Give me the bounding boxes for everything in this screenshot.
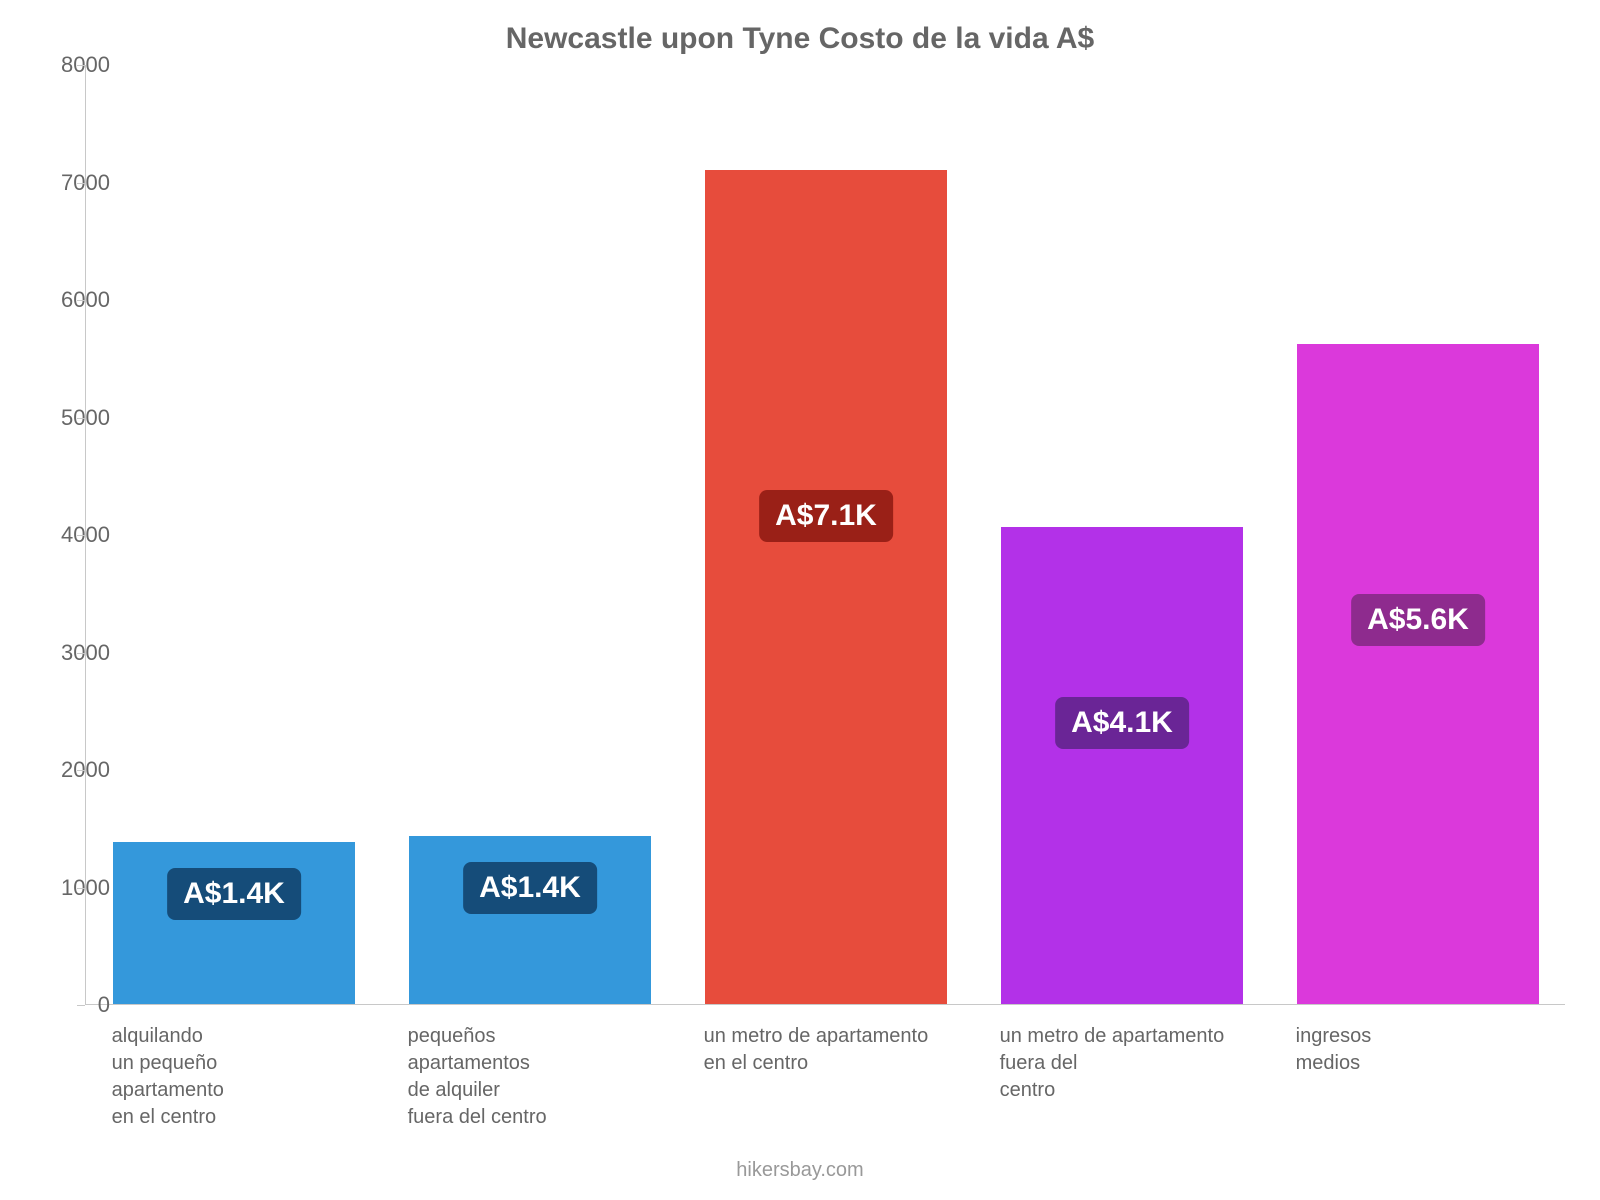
ytick-mark bbox=[77, 300, 85, 301]
ytick-mark bbox=[77, 65, 85, 66]
chart-footer: hikersbay.com bbox=[0, 1159, 1600, 1182]
ytick-mark bbox=[77, 1005, 85, 1006]
bar-value-badge: A$5.6K bbox=[1351, 594, 1485, 646]
bar: A$4.1K bbox=[1001, 527, 1244, 1004]
chart-container: Newcastle upon Tyne Costo de la vida A$ … bbox=[0, 0, 1600, 1200]
ytick-label: 8000 bbox=[20, 52, 110, 78]
plot-area: A$1.4K A$1.4K A$7.1K A$4.1K A$5.6K bbox=[85, 65, 1565, 1005]
ytick-mark bbox=[77, 653, 85, 654]
ytick-mark bbox=[77, 770, 85, 771]
ytick-label: 2000 bbox=[20, 757, 110, 783]
xtick-label: pequeños apartamentos de alquiler fuera … bbox=[408, 1023, 547, 1131]
xtick-label: un metro de apartamento fuera del centro bbox=[1000, 1023, 1225, 1104]
ytick-mark bbox=[77, 418, 85, 419]
ytick-label: 4000 bbox=[20, 522, 110, 548]
ytick-mark bbox=[77, 535, 85, 536]
ytick-label: 5000 bbox=[20, 405, 110, 431]
chart-title: Newcastle upon Tyne Costo de la vida A$ bbox=[0, 22, 1600, 56]
bar-value-badge: A$7.1K bbox=[759, 490, 893, 542]
bar: A$7.1K bbox=[705, 170, 948, 1004]
ytick-mark bbox=[77, 888, 85, 889]
bars-layer: A$1.4K A$1.4K A$7.1K A$4.1K A$5.6K bbox=[86, 65, 1565, 1004]
xtick-label: ingresos medios bbox=[1296, 1023, 1372, 1077]
bar: A$1.4K bbox=[113, 842, 356, 1004]
ytick-label: 7000 bbox=[20, 170, 110, 196]
xtick-label: alquilando un pequeño apartamento en el … bbox=[112, 1023, 224, 1131]
ytick-mark bbox=[77, 183, 85, 184]
bar: A$5.6K bbox=[1297, 344, 1540, 1004]
bar-value-badge: A$4.1K bbox=[1055, 697, 1189, 749]
ytick-label: 3000 bbox=[20, 640, 110, 666]
bar: A$1.4K bbox=[409, 836, 652, 1004]
ytick-label: 6000 bbox=[20, 287, 110, 313]
bar-value-badge: A$1.4K bbox=[167, 868, 301, 920]
xtick-label: un metro de apartamento en el centro bbox=[704, 1023, 929, 1077]
xlabels-layer: alquilando un pequeño apartamento en el … bbox=[85, 1015, 1565, 1165]
ytick-label: 1000 bbox=[20, 875, 110, 901]
bar-value-badge: A$1.4K bbox=[463, 862, 597, 914]
